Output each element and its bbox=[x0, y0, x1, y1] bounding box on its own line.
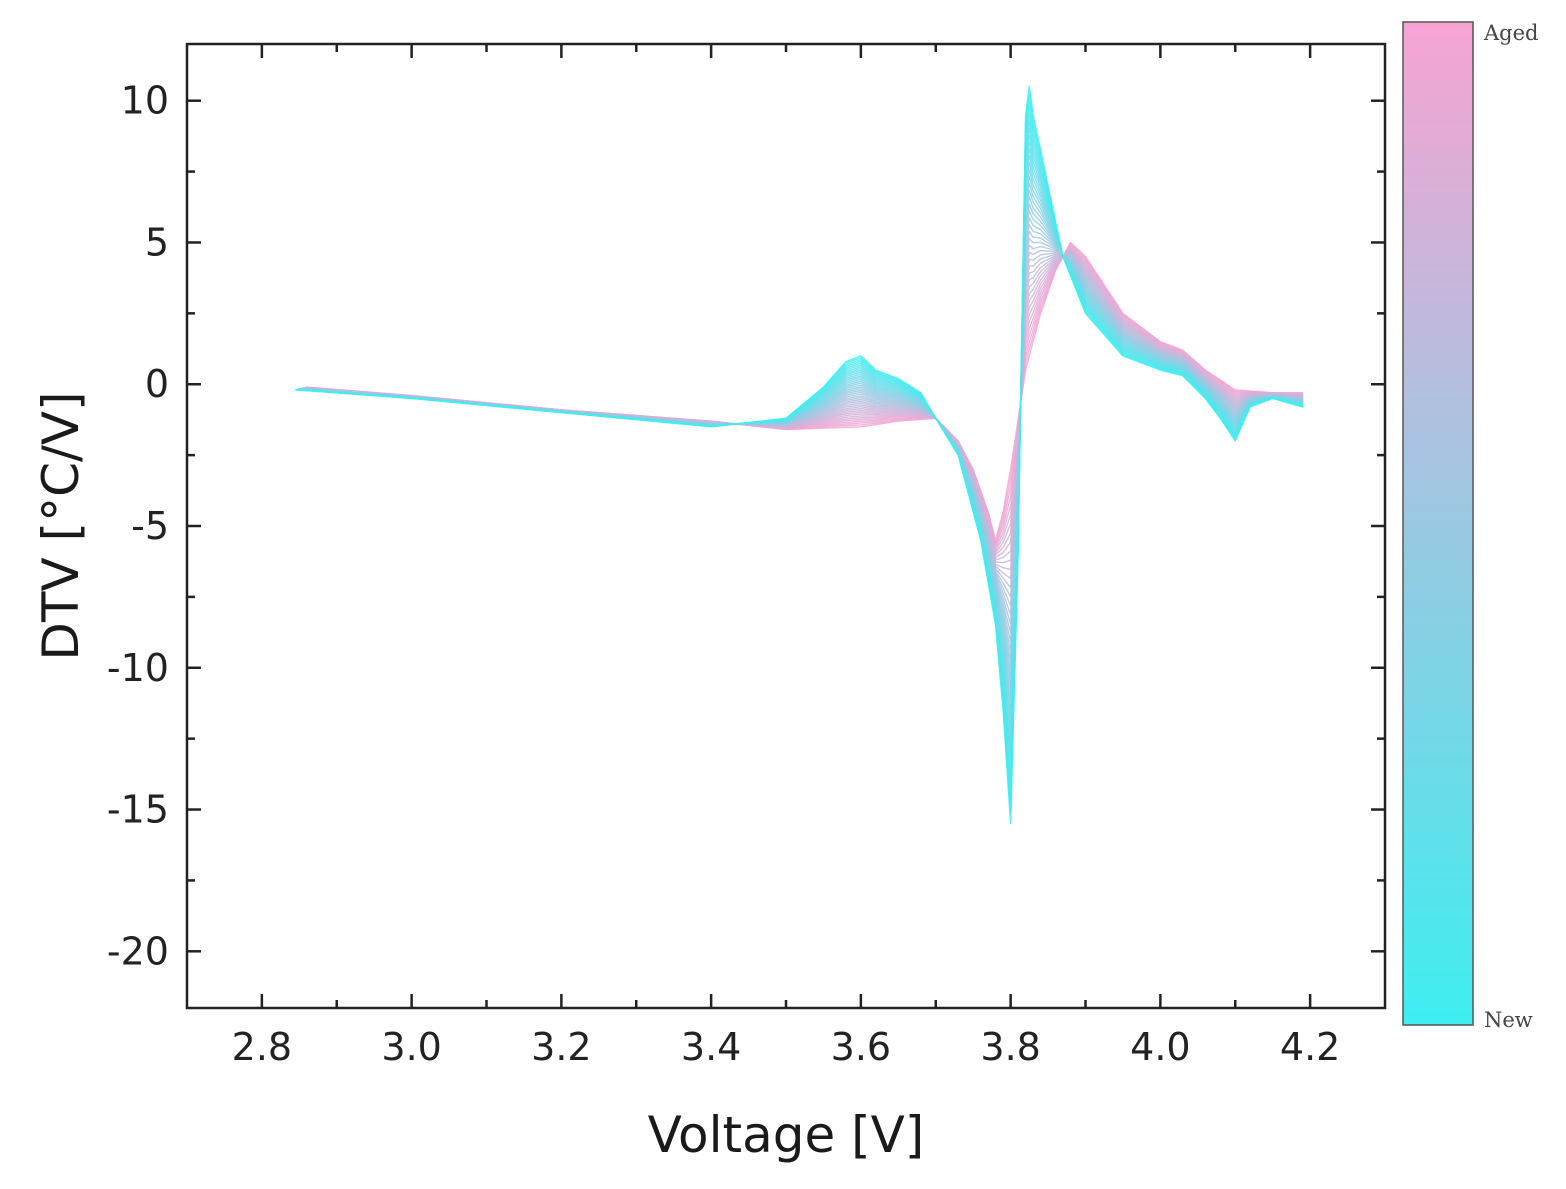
x-tick-label: 2.8 bbox=[232, 1025, 292, 1069]
dtv-curve bbox=[297, 141, 1304, 752]
dtv-curve bbox=[300, 224, 1304, 643]
dtv-curve bbox=[300, 230, 1304, 634]
dtv-curve bbox=[295, 99, 1304, 807]
y-tick-label: 0 bbox=[145, 362, 169, 406]
dtv-curve bbox=[298, 182, 1304, 698]
dtv-curve bbox=[298, 161, 1304, 725]
x-tick-label: 3.8 bbox=[980, 1025, 1040, 1069]
x-tick-label: 3.0 bbox=[381, 1025, 441, 1069]
dtv-curve bbox=[299, 196, 1304, 679]
dtv-curve bbox=[306, 241, 1304, 541]
dtv-curve bbox=[298, 168, 1304, 716]
dtv-curve bbox=[305, 242, 1304, 544]
dtv-curve bbox=[304, 245, 1304, 550]
x-tick-label: 3.4 bbox=[681, 1025, 741, 1069]
dtv-curve bbox=[300, 217, 1304, 652]
dtv-curve bbox=[301, 244, 1304, 616]
dtv-curve bbox=[296, 134, 1304, 761]
y-tick-label: 10 bbox=[121, 79, 169, 123]
y-tick-label: -10 bbox=[107, 646, 169, 690]
colorbar-top-label: Aged bbox=[1483, 21, 1538, 45]
plot-frame bbox=[185, 42, 1387, 1010]
dtv-curve bbox=[299, 189, 1304, 689]
dtv-curve bbox=[304, 246, 1304, 552]
dtv-curve bbox=[295, 106, 1304, 798]
dtv-curve bbox=[294, 85, 1304, 825]
dtv-curve bbox=[297, 154, 1304, 734]
colorbar-bottom-label: New bbox=[1484, 1008, 1533, 1032]
x-tick-label: 4.2 bbox=[1280, 1025, 1340, 1069]
dtv-curve bbox=[298, 175, 1304, 707]
dtv-curve bbox=[305, 244, 1304, 548]
y-axis: -20 -15 -10 -5 0 5 10 bbox=[107, 79, 1385, 973]
curves-layer bbox=[294, 85, 1304, 825]
y-tick-label: -20 bbox=[107, 929, 169, 973]
dtv-curve bbox=[301, 237, 1304, 625]
x-tick-label: 3.6 bbox=[831, 1025, 891, 1069]
dtv-curve bbox=[297, 148, 1304, 743]
y-axis-title: DTV [°C/V] bbox=[32, 391, 90, 660]
x-axis: 2.8 3.0 3.2 3.4 3.6 3.8 4.0 4.2 bbox=[232, 44, 1340, 1069]
dtv-curve bbox=[296, 113, 1304, 789]
dtv-curve bbox=[300, 210, 1304, 661]
x-tick-label: 4.0 bbox=[1130, 1025, 1190, 1069]
dtv-curve bbox=[296, 127, 1304, 770]
x-tick-label: 3.2 bbox=[531, 1025, 591, 1069]
colorbar bbox=[1402, 21, 1474, 1026]
dtv-curve bbox=[299, 203, 1304, 670]
dtv-curve bbox=[296, 120, 1304, 779]
dtv-curve bbox=[295, 92, 1304, 816]
x-axis-title: Voltage [V] bbox=[648, 1106, 925, 1164]
dtv-curve bbox=[305, 243, 1304, 546]
y-tick-label: -5 bbox=[131, 504, 169, 548]
y-tick-label: 5 bbox=[145, 220, 169, 264]
y-tick-label: -15 bbox=[107, 788, 169, 832]
